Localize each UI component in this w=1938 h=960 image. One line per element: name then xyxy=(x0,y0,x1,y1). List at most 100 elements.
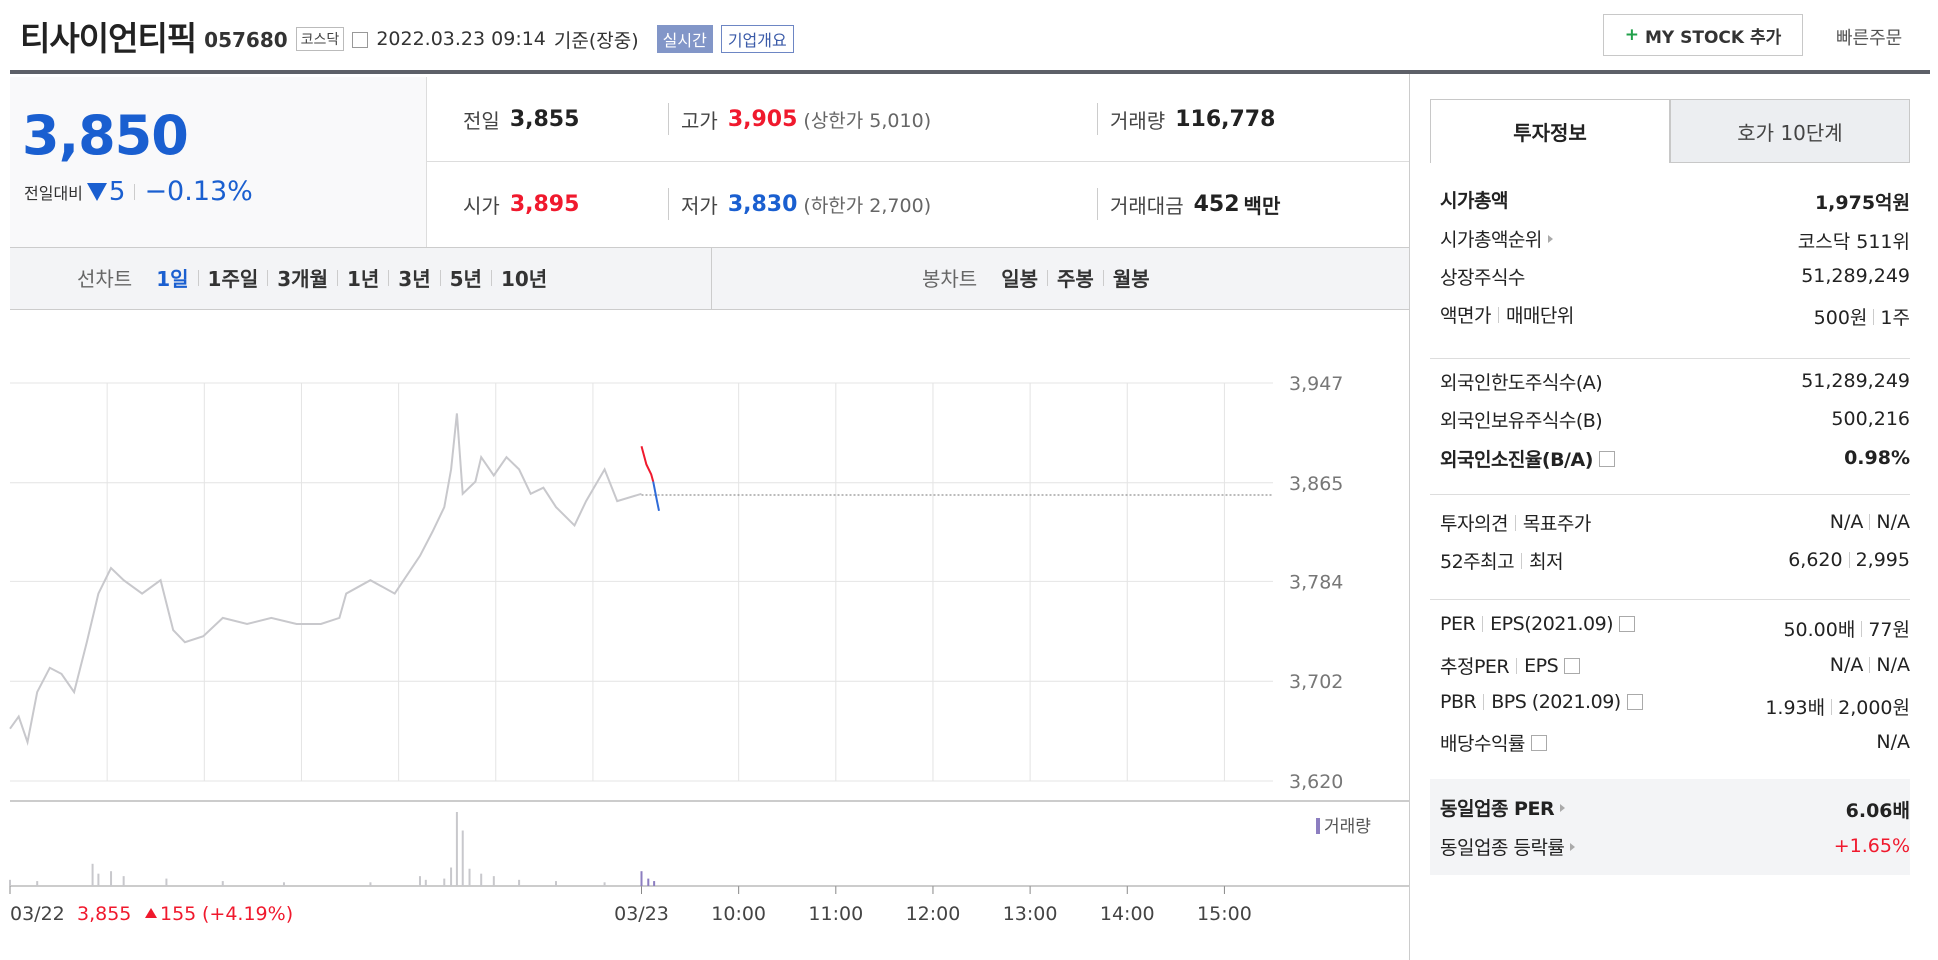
period-tab[interactable]: 1주일 xyxy=(207,267,259,291)
info-value: 51,289,249 xyxy=(1801,265,1910,287)
info-value: 500,216 xyxy=(1831,408,1910,430)
info-label-text: 외국인보유주식수(B) xyxy=(1440,410,1603,432)
volume-bar xyxy=(165,878,168,886)
stat-note: (하한가 2,700) xyxy=(803,194,932,217)
x-tick-label: 15:00 xyxy=(1197,903,1252,925)
separator xyxy=(1873,308,1875,325)
help-icon[interactable] xyxy=(1564,657,1581,674)
line-chart-label: 선차트 xyxy=(77,267,133,291)
stat-item: 거래대금 452 백만 xyxy=(1097,188,1280,220)
candle-tab[interactable]: 일봉 xyxy=(1001,267,1039,291)
stat-note: (상한가 5,010) xyxy=(803,109,932,132)
company-info[interactable]: 기업개요 xyxy=(720,25,794,53)
volume-bar xyxy=(555,881,558,886)
plus-icon: + xyxy=(1624,25,1639,45)
stat-item: 고가 3,905 (상한가 5,010) xyxy=(668,103,931,135)
stat-value: 3,895 xyxy=(509,191,580,217)
volume-bar xyxy=(443,878,446,886)
my-stock-button[interactable]: + MY STOCK 추가 xyxy=(1603,14,1803,56)
volume-bar xyxy=(653,881,656,886)
separator xyxy=(267,269,269,286)
stat-unit: 백만 xyxy=(1243,193,1281,218)
stock-name: 티사이언티픽 xyxy=(20,19,197,58)
quick-order[interactable]: 빠른주문 xyxy=(1836,28,1903,49)
period-tab[interactable]: 10년 xyxy=(500,267,548,291)
info-value: 코스닥 511위 xyxy=(1798,227,1910,254)
separator xyxy=(1514,514,1516,531)
info-value-text: 1.93배 xyxy=(1765,697,1826,719)
sidebar-tab[interactable]: 호가 10단계 xyxy=(1670,99,1910,163)
help-icon[interactable] xyxy=(1530,734,1547,751)
period-tab[interactable]: 3년 xyxy=(398,267,431,291)
line-tabs: 선차트 1일 1주일 3개월 1년 3년 5년 10년 xyxy=(77,263,547,292)
volume-bar xyxy=(122,876,125,886)
separator xyxy=(336,269,338,286)
info-label: 투자의견 목표주가 xyxy=(1440,509,1591,536)
info-value-text: 코스닥 511위 xyxy=(1797,231,1910,253)
info-label: 추정PER EPS xyxy=(1440,652,1581,679)
info-label: 배당수익률 xyxy=(1440,729,1547,756)
help-icon[interactable] xyxy=(1598,450,1615,467)
info-label: 액면가 매매단위 xyxy=(1440,301,1574,328)
info-label-text: 52주최고 xyxy=(1440,551,1515,573)
info-label-text: 액면가 xyxy=(1440,305,1491,327)
volume-bar xyxy=(97,873,100,886)
chart-tabs xyxy=(10,247,1409,310)
info-value-text: 0.98% xyxy=(1844,447,1910,469)
help-icon[interactable] xyxy=(1619,616,1636,632)
volume-bar xyxy=(418,876,421,886)
right-border xyxy=(1409,74,1410,960)
info-value-text: N/A xyxy=(1876,654,1910,676)
price-line xyxy=(652,481,660,512)
x-tick-label: 14:00 xyxy=(1100,903,1155,925)
stat-value: 116,778 xyxy=(1175,106,1276,132)
y-tick-label: 3,784 xyxy=(1289,571,1343,593)
sidebar-tab-line xyxy=(1670,162,1910,163)
info-value: N/A N/A xyxy=(1830,511,1910,533)
candle-tab[interactable]: 월봉 xyxy=(1112,267,1150,291)
info-value-text: +1.65% xyxy=(1833,835,1910,857)
info-label-text: BPS (2021.09) xyxy=(1491,691,1621,713)
candle-tab[interactable]: 주봉 xyxy=(1057,267,1094,291)
info-label: 상장주식수 xyxy=(1440,263,1525,290)
info-label: 시가총액 xyxy=(1440,186,1508,213)
volume-bar xyxy=(9,879,11,886)
info-label: PBR BPS (2021.09) xyxy=(1440,691,1643,713)
info-value-text: N/A xyxy=(1876,511,1910,533)
stat-label: 시가 xyxy=(463,193,500,218)
price-line xyxy=(9,413,642,746)
volume-bar xyxy=(369,882,372,886)
x-tick-label: 03/23 xyxy=(614,903,669,925)
info-value-text: 6.06배 xyxy=(1845,800,1910,822)
period-tab[interactable]: 1일 xyxy=(156,267,189,291)
period-tab[interactable]: 5년 xyxy=(449,267,482,291)
period-tab[interactable]: 3개월 xyxy=(277,267,328,291)
sidebar-tab[interactable]: 투자정보 xyxy=(1430,99,1670,163)
info-value: 1.93배 2,000원 xyxy=(1765,693,1910,720)
period-tab[interactable]: 1년 xyxy=(346,267,380,291)
legend-label: 거래량 xyxy=(1324,817,1371,837)
info-label-text: 동일업종 PER xyxy=(1440,798,1555,820)
volume-bar xyxy=(91,863,94,886)
info-label-text: 동일업종 등락률 xyxy=(1440,837,1565,859)
volume-bar xyxy=(282,882,285,886)
volume-bar xyxy=(518,879,521,886)
stats-divider xyxy=(427,161,1409,162)
help-icon[interactable] xyxy=(1626,694,1643,710)
volume-bar xyxy=(468,868,471,886)
info-value: 51,289,249 xyxy=(1801,370,1910,392)
separator xyxy=(1848,552,1850,568)
my-stock-label: MY STOCK 추가 xyxy=(1644,27,1782,48)
arrow-icon xyxy=(1547,234,1553,243)
stat-item: 거래량 116,778 xyxy=(1097,103,1275,135)
info-value-text: 6,620 xyxy=(1788,549,1843,571)
realtime-badge[interactable]: 실시간 xyxy=(656,25,713,53)
info-value-text: 2,000원 xyxy=(1838,697,1910,719)
current-price: 3,850 xyxy=(22,104,189,167)
volume-bar xyxy=(450,867,453,886)
prev-change-pct: (+4.19%) xyxy=(202,903,293,925)
info-label: 52주최고 최저 xyxy=(1440,547,1564,574)
stat-label: 거래량 xyxy=(1110,108,1166,133)
down-icon xyxy=(86,182,107,201)
